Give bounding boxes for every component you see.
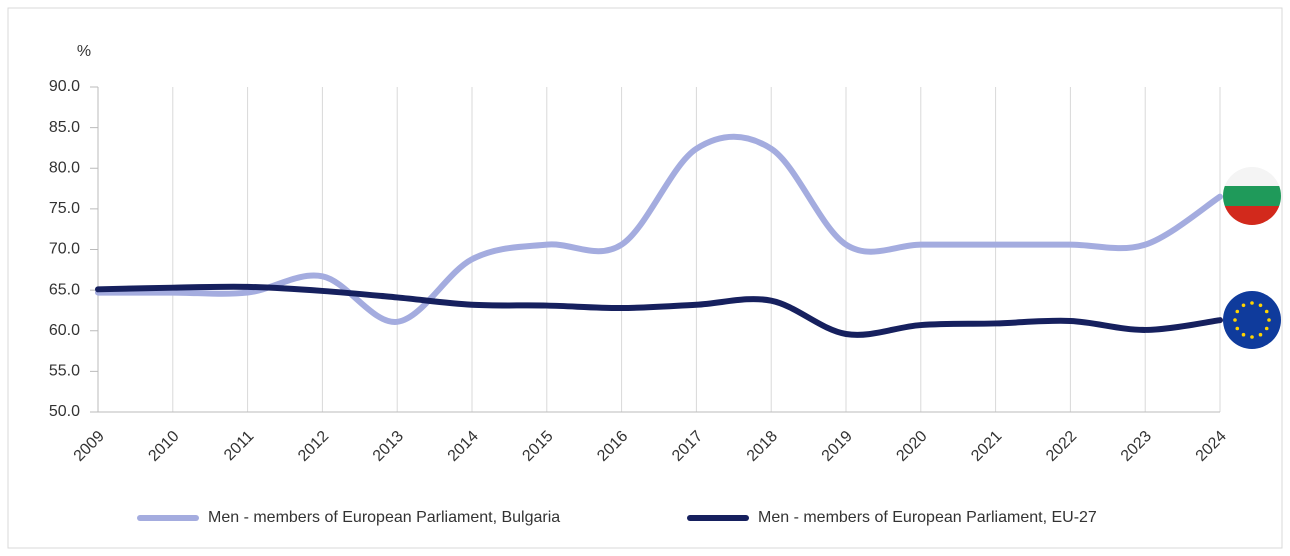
legend-label: Men - members of European Parliament, Bu… [208,509,560,526]
eu-flag [1223,291,1281,349]
star [1267,318,1271,322]
star [1258,332,1263,337]
y-unit: % [77,43,91,60]
line-series [95,133,1223,325]
star [1250,335,1254,339]
y-tick-label: 90.0 [49,78,80,95]
star [1233,318,1237,322]
y-tick-label: 70.0 [49,241,80,258]
star [1264,326,1269,331]
star [1241,332,1246,337]
y-tick-label: 65.0 [49,281,80,298]
y-tick-label: 85.0 [49,119,80,136]
star [1264,309,1269,314]
flags [1223,167,1281,349]
frame [7,7,1283,549]
legend-label: Men - members of European Parliament, EU… [758,509,1097,526]
bulgaria-flag [1223,167,1281,225]
y-tick-label: 50.0 [49,403,80,420]
y-tick-label: 60.0 [49,322,80,339]
star [1250,301,1254,305]
star [1258,303,1263,308]
y-tick-label: 80.0 [49,159,80,176]
star [1241,303,1246,308]
y-tick-label: 75.0 [49,200,80,217]
star [1235,309,1240,314]
star [1235,326,1240,331]
line-series [95,283,1223,338]
eu-stars [1233,301,1271,339]
y-tick-label: 55.0 [49,363,80,380]
